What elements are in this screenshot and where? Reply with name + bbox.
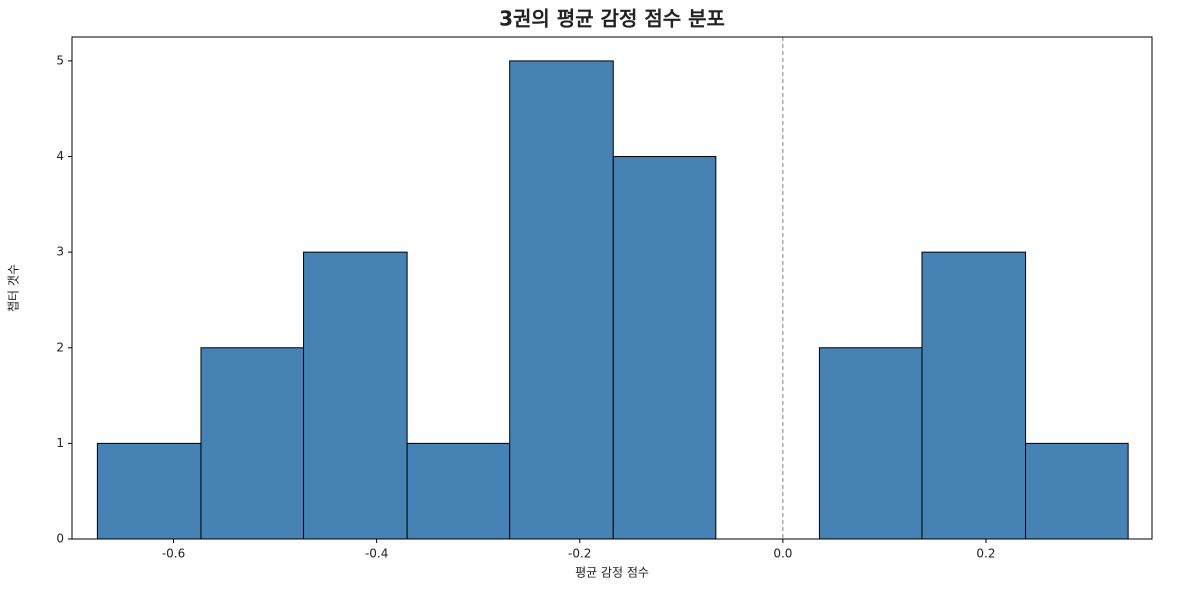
bar — [1025, 442, 1129, 540]
x-axis-label: 평균 감정 점수 — [575, 566, 649, 580]
x-tick-label: -0.4 — [365, 547, 388, 561]
x-tick-label: 0.2 — [976, 547, 995, 561]
bar — [818, 347, 923, 540]
y-tick-label: 5 — [56, 53, 64, 67]
y-axis-label: 챕터 갯수 — [6, 264, 21, 312]
x-tick-label: -0.6 — [162, 547, 185, 561]
plot-frame — [71, 36, 1153, 540]
chart-title: 3권의 평균 감정 점수 분포 — [499, 7, 725, 31]
bar — [921, 251, 1027, 540]
bar — [612, 156, 717, 540]
bar — [96, 442, 202, 540]
y-tick-label: 4 — [56, 149, 64, 163]
y-tick-label: 0 — [56, 532, 64, 546]
bar — [509, 60, 614, 540]
y-tick-label: 3 — [56, 245, 64, 259]
bar — [303, 251, 408, 540]
y-tick-label: 1 — [56, 436, 64, 450]
bar — [406, 442, 511, 540]
x-tick-label: -0.2 — [568, 547, 591, 561]
x-tick-label: 0.0 — [773, 547, 792, 561]
y-tick-label: 2 — [56, 340, 64, 354]
bar — [200, 347, 305, 540]
